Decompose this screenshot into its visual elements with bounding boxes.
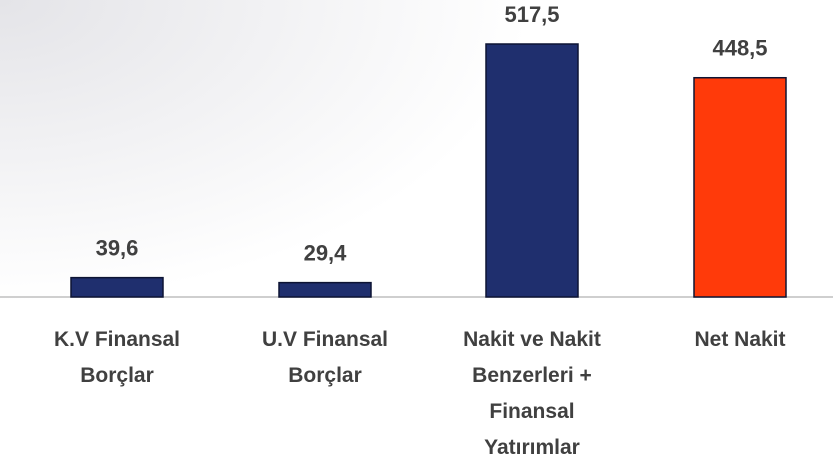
bar <box>485 43 579 298</box>
bar <box>278 281 372 298</box>
category-label: Net Nakit <box>694 328 786 351</box>
bar <box>70 276 164 298</box>
value-label: 517,5 <box>504 2 559 27</box>
category-label: U.V Finansal Borçlar <box>261 328 389 387</box>
value-label: 39,6 <box>96 236 139 261</box>
bar <box>693 76 787 298</box>
category-label: Nakit ve Nakit Benzerleri + Finansal Yat… <box>463 328 601 459</box>
category-label: K.V Finansal Borçlar <box>53 328 181 387</box>
value-label: 29,4 <box>304 241 348 266</box>
value-label: 448,5 <box>712 36 767 61</box>
